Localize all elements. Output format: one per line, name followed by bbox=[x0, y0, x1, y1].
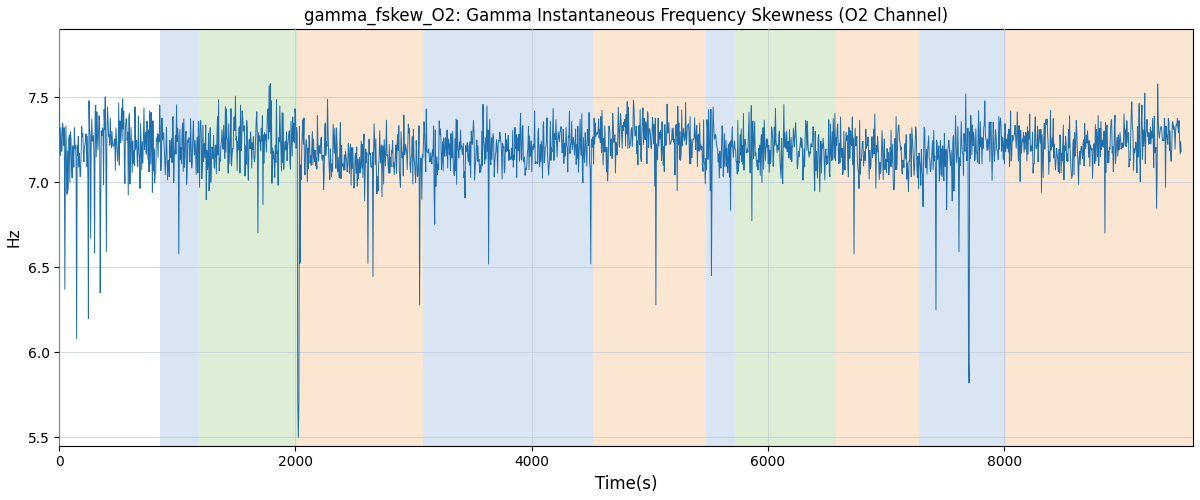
Bar bbox=[298, 30, 422, 446]
Bar bbox=[836, 30, 919, 446]
X-axis label: Time(s): Time(s) bbox=[595, 475, 658, 493]
Bar bbox=[707, 30, 734, 446]
Bar bbox=[919, 30, 1007, 446]
Bar bbox=[1007, 30, 1193, 446]
Bar bbox=[160, 30, 198, 446]
Bar bbox=[593, 30, 707, 446]
Bar bbox=[734, 30, 836, 446]
Y-axis label: Hz: Hz bbox=[7, 228, 22, 248]
Bar bbox=[422, 30, 593, 446]
Title: gamma_fskew_O2: Gamma Instantaneous Frequency Skewness (O2 Channel): gamma_fskew_O2: Gamma Instantaneous Freq… bbox=[304, 7, 948, 25]
Bar bbox=[198, 30, 298, 446]
